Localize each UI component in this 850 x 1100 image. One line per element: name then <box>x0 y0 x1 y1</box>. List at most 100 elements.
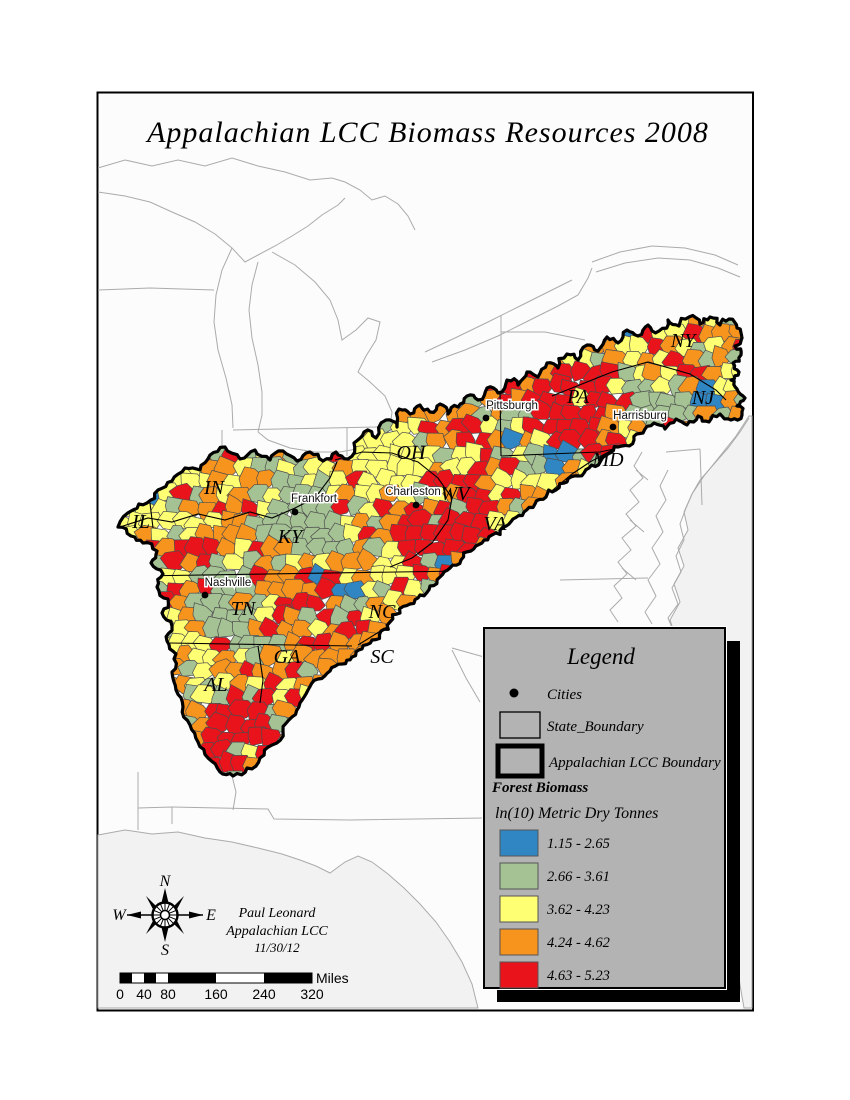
scale-bar-seg <box>168 973 216 983</box>
ohio-river-border <box>334 451 453 568</box>
legend-state-boundary-label: State_Boundary <box>547 719 644 735</box>
pa-ny-border-west <box>501 331 586 341</box>
scale-bar-unit: Miles <box>316 970 349 986</box>
lake-michigan-east-shore <box>248 261 263 433</box>
scale-tick-label: 320 <box>300 986 324 1002</box>
legend-class-label: 4.24 - 4.62 <box>547 935 610 951</box>
lake-ontario-north-shore <box>591 245 739 266</box>
city-dot-nashville <box>201 591 209 599</box>
county-polygon <box>306 594 326 612</box>
gulf-of-mexico <box>97 829 479 1009</box>
up-south-shore <box>97 191 346 263</box>
nc-sc-border <box>451 647 485 658</box>
city-label-frankfort: Frankfort <box>291 493 338 505</box>
state-label-il: IL <box>131 511 150 533</box>
wi-il-border <box>97 287 215 291</box>
city-label-nashville: Nashville <box>205 577 252 589</box>
state-label-nc: NC <box>368 601 396 623</box>
credits: Paul Leonard Appalachian LCC 11/30/12 <box>225 906 328 955</box>
nj-coast <box>685 417 750 509</box>
chesapeake-branch-1 <box>635 469 649 481</box>
state-label-ky: KY <box>277 526 304 548</box>
county-polygon <box>378 484 402 503</box>
lake-michigan-west-shore <box>213 247 234 429</box>
state-labels: NY PA NJ MD OH WV VA IN IL KY TN NC SC GA AL <box>131 330 715 696</box>
legend-class-label: 2.66 - 3.61 <box>547 869 610 885</box>
ky-tn-border <box>137 570 463 577</box>
legend-class-label: 3.62 - 4.23 <box>546 902 610 918</box>
city-markers: Pittsburgh Harrisburg Charleston Frankfort N… <box>201 399 668 599</box>
scale-tick-label: 160 <box>204 986 228 1002</box>
state-label-sc: SC <box>370 646 394 668</box>
compass-east-label: E <box>205 907 216 924</box>
delmarva-east-shore <box>667 507 687 631</box>
compass-east-tip <box>189 911 203 919</box>
legend-swatch-yellow <box>499 895 539 923</box>
credit-org: Appalachian LCC <box>225 924 328 939</box>
city-label-charleston: Charleston <box>385 486 441 498</box>
state-label-pa: PA <box>566 386 590 408</box>
city-label-harrisburg: Harrisburg <box>613 410 667 422</box>
pa-ny-border-inner <box>551 361 727 401</box>
scale-bar-ticks: 0 40 80 160 240 320 <box>116 986 324 1002</box>
legend-title: Legend <box>566 644 635 669</box>
compass-rose: N S W E <box>112 873 216 959</box>
map-title: Appalachian LCC Biomass Resources 2008 <box>145 116 709 149</box>
legend-class-label: 1.15 - 2.65 <box>547 836 610 852</box>
legend-swatch-green <box>499 862 539 890</box>
legend-state-boundary-symbol <box>499 711 541 739</box>
legend-units-label: ln(10) Metric Dry Tonnes <box>495 805 658 822</box>
tn-al-ga-border <box>169 642 353 647</box>
compass-hub <box>159 909 171 921</box>
city-dot-harrisburg <box>609 423 617 431</box>
compass-north-label: N <box>159 873 172 890</box>
scale-bar: 0 40 80 160 240 320 Miles <box>116 970 349 1002</box>
city-label-pittsburgh: Pittsburgh <box>486 400 538 412</box>
state-label-oh: OH <box>397 442 427 464</box>
compass-west-tip <box>127 911 141 919</box>
legend-cities-label: Cities <box>547 687 582 703</box>
lake-superior-shore <box>97 157 416 231</box>
legend-layer-title: Forest Biomass <box>491 780 588 796</box>
state-label-va: VA <box>484 513 508 535</box>
state-label-in: IN <box>203 477 226 499</box>
legend-class-label: 4.63 - 5.23 <box>547 968 610 984</box>
county-choropleth <box>118 315 745 776</box>
legend-lcc-boundary-label: Appalachian LCC Boundary <box>548 755 721 771</box>
michigan-mitten-outline <box>257 251 393 453</box>
scale-bar-seg <box>144 973 156 983</box>
scale-tick-label: 80 <box>160 986 176 1002</box>
legend-classes: 1.15 - 2.65 2.66 - 3.61 3.62 - 4.23 4.24 - … <box>499 829 610 989</box>
de-md-border-1 <box>665 448 701 453</box>
lake-ontario-south-shore <box>595 257 741 278</box>
state-label-ny: NY <box>670 330 697 352</box>
legend-city-symbol <box>509 688 519 698</box>
state-label-ga: GA <box>274 646 301 668</box>
state-label-tn: TN <box>231 598 257 620</box>
compass-south-label: S <box>161 942 169 959</box>
lake-erie-south-shore <box>431 267 593 363</box>
oh-pa-border-inner <box>499 389 502 457</box>
chesapeake-branch-2 <box>629 519 645 533</box>
al-ga-border-inner <box>257 645 264 704</box>
state-label-al: AL <box>202 674 227 696</box>
state-label-nj: NJ <box>691 387 715 409</box>
va-nc-border <box>559 577 649 581</box>
city-dot-charleston <box>412 501 420 509</box>
legend-swatch-red <box>499 961 539 989</box>
credit-date: 11/30/12 <box>254 940 300 955</box>
de-md-border-2 <box>699 448 703 506</box>
chesapeake-east-shore <box>644 469 669 625</box>
al-ga-border <box>230 771 237 811</box>
lake-erie-north-shore <box>424 279 573 353</box>
il-in-border-inner <box>149 502 154 529</box>
pa-md-border <box>500 448 615 457</box>
credit-author: Paul Leonard <box>238 906 317 921</box>
scale-tick-label: 0 <box>116 986 124 1002</box>
chesapeake-west-shore <box>609 451 644 623</box>
legend-lcc-boundary-symbol <box>495 743 545 779</box>
scale-tick-label: 240 <box>252 986 276 1002</box>
legend-swatch-blue <box>499 829 539 857</box>
scale-bar-seg <box>120 973 132 983</box>
